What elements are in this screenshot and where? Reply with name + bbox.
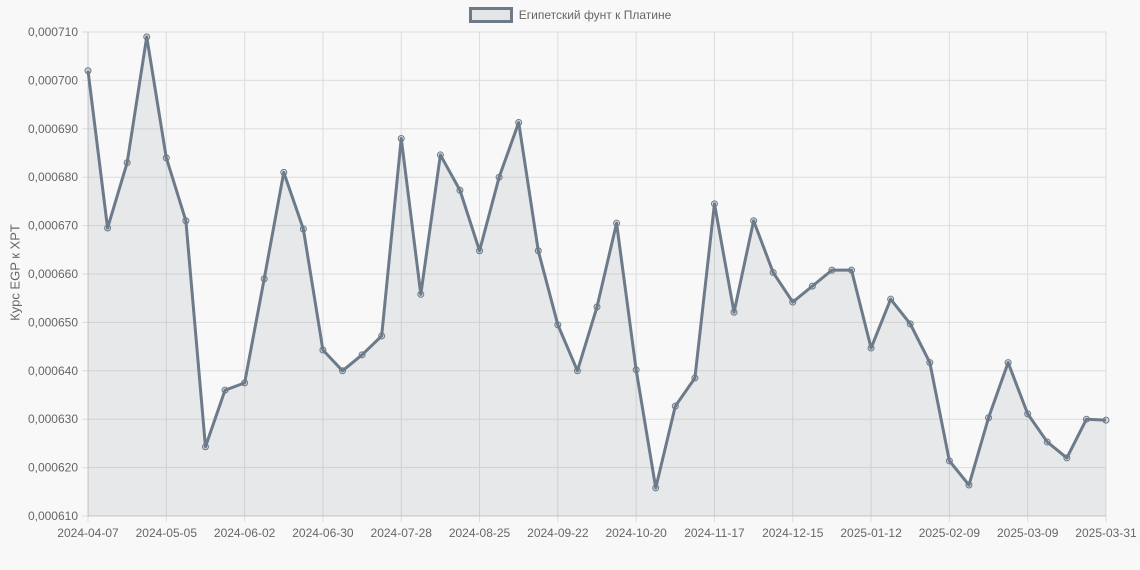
data-point[interactable] [241,379,249,387]
data-point[interactable] [534,247,542,255]
data-point[interactable] [221,386,229,394]
data-point[interactable] [319,346,327,354]
legend-swatch[interactable] [468,7,513,23]
data-point[interactable] [84,67,92,75]
data-line [86,35,1107,490]
x-tick-label: 2025-01-12 [840,526,902,540]
data-point[interactable] [769,269,777,277]
x-tick-label: 2024-08-25 [449,526,511,540]
data-point[interactable] [378,332,386,340]
data-point[interactable] [1082,415,1090,423]
data-point[interactable] [554,321,562,329]
data-point[interactable] [358,351,366,359]
data-point[interactable] [573,367,581,375]
x-tick-label: 2024-05-05 [136,526,198,540]
data-point[interactable] [104,224,112,232]
data-point[interactable] [339,367,346,375]
data-point[interactable] [691,374,699,382]
y-tick-label: 0,000700 [28,73,78,87]
x-tick-label: 2024-04-07 [57,526,119,540]
y-tick-label: 0,000630 [28,412,78,426]
y-tick-label: 0,000620 [28,461,78,475]
data-point[interactable] [730,308,738,316]
legend-label[interactable]: Египетский фунт к Платине [518,8,672,22]
y-tick-label: 0,000640 [28,364,78,378]
data-point[interactable] [1004,359,1012,367]
data-point[interactable] [495,173,503,181]
data-point[interactable] [162,154,170,162]
data-point[interactable] [476,247,484,255]
data-point[interactable] [280,168,288,176]
data-point[interactable] [887,295,895,303]
data-point[interactable] [945,457,953,465]
data-point[interactable] [456,186,464,194]
y-tick-label: 0,000690 [28,122,78,136]
data-point[interactable] [613,219,621,227]
data-point[interactable] [1024,410,1032,418]
data-point[interactable] [143,33,151,41]
data-point[interactable] [750,217,758,225]
area-fill [88,36,1106,517]
x-tick-label: 2024-12-15 [762,526,824,540]
x-tick-label: 2024-11-17 [684,526,745,540]
x-tick-label: 2024-10-20 [605,526,667,540]
data-point[interactable] [906,320,914,328]
data-point[interactable] [299,225,307,233]
data-point[interactable] [867,344,875,352]
data-point[interactable] [515,119,523,127]
data-point[interactable] [926,359,934,367]
x-tick-label: 2024-07-28 [371,526,433,540]
data-point[interactable] [985,414,993,422]
y-tick-label: 0,000610 [28,509,78,523]
data-point[interactable] [789,298,797,306]
data-point[interactable] [1102,416,1110,424]
x-tick-label: 2024-06-02 [214,526,276,540]
x-tick-label: 2025-03-09 [997,526,1059,540]
data-point[interactable] [260,275,268,283]
data-point[interactable] [123,159,131,167]
data-point[interactable] [182,217,190,225]
data-point[interactable] [593,303,601,311]
data-point[interactable] [828,266,836,274]
data-point[interactable] [436,151,444,159]
data-point[interactable] [965,481,973,489]
y-tick-label: 0,000650 [28,315,78,329]
data-point[interactable] [652,484,660,492]
data-point[interactable] [848,266,855,274]
y-tick-label: 0,000660 [28,267,78,281]
x-tick-label: 2024-06-30 [292,526,354,540]
data-point[interactable] [632,366,640,374]
data-point[interactable] [201,443,209,451]
y-tick-label: 0,000670 [28,219,78,233]
data-point[interactable] [397,134,405,142]
y-tick-label: 0,000710 [28,25,78,39]
data-point[interactable] [417,290,425,298]
data-point[interactable] [1043,438,1051,446]
data-point[interactable] [710,200,718,208]
legend[interactable]: Египетский фунт к Платине [0,7,1140,23]
x-tick-label: 2024-09-22 [527,526,589,540]
data-point[interactable] [808,282,816,290]
y-tick-label: 0,000680 [28,170,78,184]
x-tick-label: 2025-03-31 [1075,526,1137,540]
data-point[interactable] [671,402,679,410]
x-tick-label: 2025-02-09 [919,526,981,540]
data-point[interactable] [1063,454,1071,462]
